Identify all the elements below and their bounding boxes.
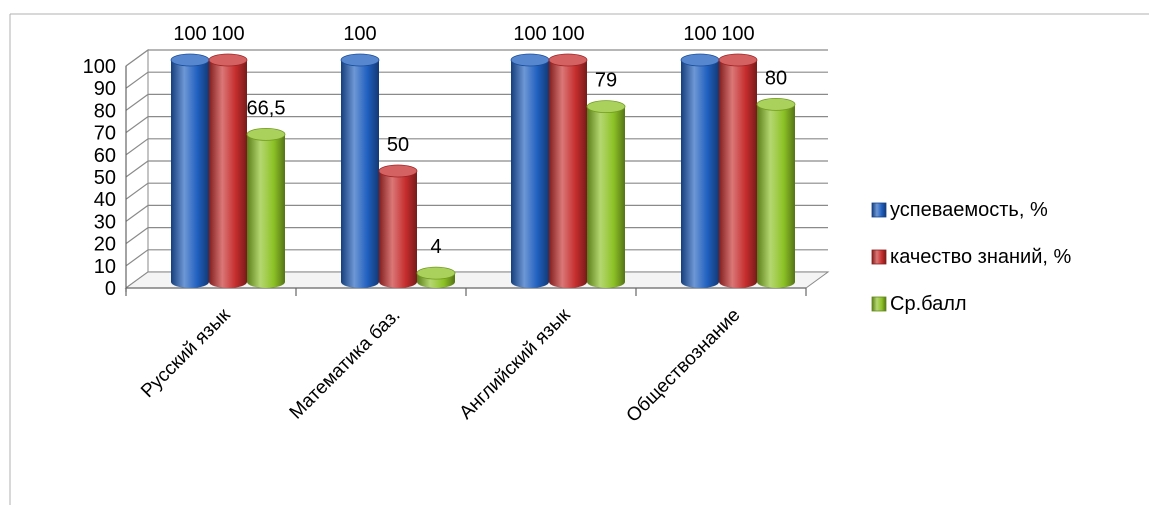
legend-swatch: [871, 202, 887, 218]
bar: [548, 53, 588, 288]
gridline: [125, 93, 828, 111]
y-tick-label: 100: [83, 56, 116, 78]
y-tick-label: 80: [94, 100, 116, 122]
data-label: 100: [683, 23, 716, 45]
y-tick-label: 60: [94, 145, 116, 167]
bar-body: [209, 60, 247, 288]
legend-item: качество знаний, %: [871, 246, 1071, 268]
bar: [340, 53, 380, 288]
data-label: 50: [387, 134, 409, 156]
bar: [756, 98, 796, 289]
bar: [416, 266, 456, 288]
y-tick-label: 50: [94, 167, 116, 189]
legend-item: успеваемость, %: [871, 199, 1048, 221]
bar: [208, 53, 248, 288]
bar-top: [416, 266, 456, 280]
bar-body: [549, 60, 587, 288]
data-label: 100: [513, 23, 546, 45]
data-label: 100: [173, 23, 206, 45]
category-label: Английский язык: [456, 304, 575, 423]
bar-top: [246, 127, 286, 141]
bar: [170, 53, 210, 288]
bar-top: [170, 53, 210, 67]
bar-top: [378, 164, 418, 178]
bar-body: [247, 134, 285, 288]
bar: [718, 53, 758, 288]
y-tick-label: 40: [94, 189, 116, 211]
bar: [510, 53, 550, 288]
data-label: 79: [595, 70, 617, 92]
bar-body: [757, 104, 795, 289]
bar-top: [756, 98, 796, 111]
data-label: 100: [551, 23, 584, 45]
legend-swatch: [871, 296, 887, 312]
y-tick-label: 90: [94, 78, 116, 100]
bar-body: [341, 60, 379, 288]
legend-item: Ср.балл: [871, 293, 967, 315]
gridline: [125, 71, 828, 89]
bar: [378, 164, 418, 288]
bar: [246, 127, 286, 288]
data-label: 4: [430, 236, 441, 258]
data-label: 100: [211, 23, 244, 45]
y-tick-label: 0: [105, 278, 116, 300]
bar-top: [718, 53, 758, 67]
bar-body: [587, 106, 625, 289]
data-label: 66,5: [247, 97, 286, 119]
category-label: Русский язык: [137, 304, 235, 402]
bar-top: [586, 100, 626, 114]
data-label: 100: [721, 23, 754, 45]
bar-body: [511, 60, 549, 288]
y-tick-label: 70: [94, 123, 116, 145]
bar-body: [171, 60, 209, 288]
bar-body: [681, 60, 719, 288]
bar-top: [340, 53, 380, 67]
gridline: [125, 49, 828, 67]
category-label: Обществознание: [623, 305, 745, 427]
data-label: 80: [765, 67, 787, 89]
y-tick-label: 30: [94, 211, 116, 233]
legend-swatch: [871, 249, 887, 265]
bar: [680, 53, 720, 288]
bar-body: [379, 171, 417, 288]
y-tick-label: 10: [94, 256, 116, 278]
legend-label: качество знаний, %: [890, 246, 1071, 268]
legend-label: успеваемость, %: [890, 199, 1048, 221]
category-label: Математика баз.: [286, 305, 405, 424]
bar-top: [680, 53, 720, 67]
data-label: 100: [343, 23, 376, 45]
bar-top: [208, 53, 248, 67]
bar-body: [719, 60, 757, 288]
bar-top: [548, 53, 588, 67]
y-tick-label: 20: [94, 234, 116, 256]
bar: [586, 100, 626, 289]
legend-label: Ср.балл: [890, 293, 967, 315]
bar-top: [510, 53, 550, 67]
